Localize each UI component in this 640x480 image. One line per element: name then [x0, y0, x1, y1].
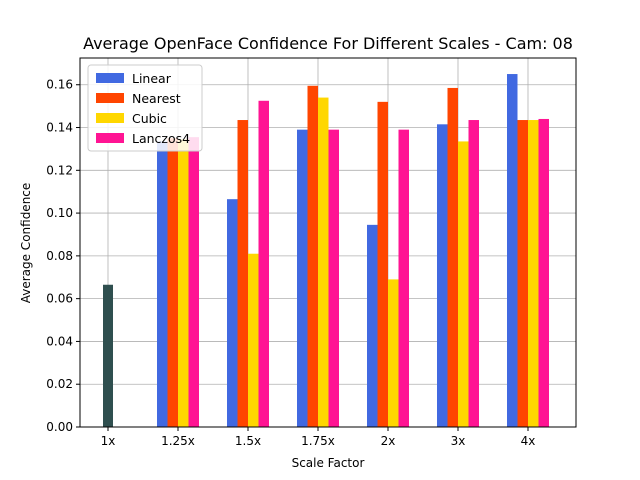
bar-lanczos4-1.75x: [328, 129, 339, 427]
x-tick-label: 3x: [451, 434, 466, 448]
bar-lanczos4-4x: [538, 118, 549, 428]
y-tick-label: 0.10: [46, 206, 73, 220]
legend-label-lanczos4: Lanczos4: [132, 131, 190, 146]
y-tick-label: 0.04: [46, 334, 73, 348]
axes: [79, 57, 577, 428]
x-tick-label: 1.25x: [161, 434, 195, 448]
bar-linear-4x: [507, 74, 518, 427]
x-tick-label: 1x: [101, 434, 116, 448]
bar-cubic-1.5x: [248, 253, 259, 427]
bar-baseline-1x: [103, 284, 113, 427]
x-tick-label: 2x: [381, 434, 396, 448]
x-tick-label: 1.75x: [301, 434, 335, 448]
legend-swatch-cubic: [96, 113, 124, 123]
legend: Linear Nearest Cubic Lanczos4: [87, 64, 203, 152]
bar-cubic-1.75x: [318, 97, 329, 427]
bar-nearest-2x: [377, 101, 388, 427]
y-tick-label: 0.16: [46, 78, 73, 92]
bar-nearest-1.5x: [237, 120, 248, 427]
bar-nearest-1.75x: [307, 85, 318, 428]
y-tick-label: 0.12: [46, 163, 73, 177]
bar-linear-1.25x: [157, 141, 168, 427]
x-tick-label: 1.5x: [235, 434, 261, 448]
bar-lanczos4-3x: [468, 120, 479, 427]
y-tick-label: 0.06: [46, 292, 73, 306]
legend-box: [87, 64, 203, 152]
legend-label-linear: Linear: [132, 71, 172, 86]
bar-linear-1.5x: [227, 199, 238, 427]
bar-linear-3x: [437, 124, 448, 427]
y-tick-label: 0.08: [46, 249, 73, 263]
bar-cubic-1.25x: [178, 139, 189, 427]
y-tick-label: 0.14: [46, 121, 73, 135]
bar-lanczos4-2x: [398, 129, 409, 427]
plot-frame: [79, 57, 577, 428]
bar-cubic-2x: [388, 279, 399, 427]
legend-swatch-nearest: [96, 93, 124, 103]
legend-swatch-lanczos4: [96, 133, 124, 143]
bars: [103, 74, 549, 428]
bar-cubic-4x: [528, 120, 539, 427]
bar-linear-2x: [367, 224, 378, 427]
bar-lanczos4-1.5x: [258, 100, 269, 428]
bar-cubic-3x: [458, 141, 469, 427]
chart-title: Average OpenFace Confidence For Differen…: [83, 34, 573, 53]
bar-nearest-1.25x: [167, 138, 178, 427]
bar-nearest-3x: [447, 87, 458, 428]
ticks: 0.00 0.02 0.04 0.06 0.08 0.10 0.12 0.14 0.16 1x 1.…: [46, 78, 535, 448]
y-axis-label: Average Confidence: [19, 183, 33, 304]
x-tick-label: 4x: [521, 434, 536, 448]
legend-label-nearest: Nearest: [132, 91, 181, 106]
x-axis-label: Scale Factor: [292, 456, 365, 470]
legend-label-cubic: Cubic: [132, 111, 167, 126]
bar-nearest-4x: [517, 120, 528, 427]
y-tick-label: 0.00: [46, 420, 73, 434]
bar-linear-1.75x: [297, 129, 308, 427]
legend-swatch-linear: [96, 73, 124, 83]
bar-lanczos4-1.25x: [188, 137, 199, 427]
y-tick-label: 0.02: [46, 377, 73, 391]
